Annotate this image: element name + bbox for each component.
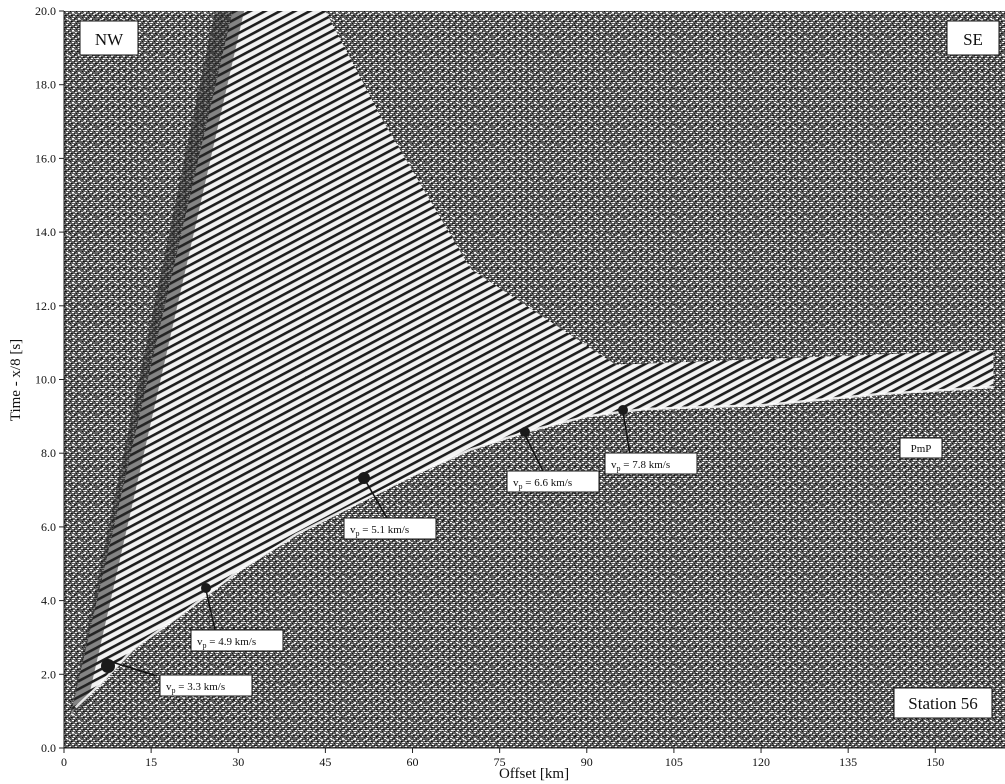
x-tick-label: 105	[665, 755, 683, 769]
annotation-vp-5-1: vp = 5.1 km/s	[343, 472, 437, 540]
se-label: SE	[963, 30, 983, 49]
y-tick-label: 14.0	[35, 225, 56, 239]
annotation-vp-4-9: vp = 4.9 km/s	[190, 583, 284, 652]
direct-wave-band	[69, 11, 245, 715]
nw-label-box: NW	[79, 20, 139, 56]
annotation-vp-6-6-text: vp = 6.6 km/s	[513, 477, 572, 491]
y-tick-label: 20.0	[35, 4, 56, 18]
y-tick-label: 18.0	[35, 78, 56, 92]
signal-fan	[69, 11, 994, 719]
y-tick-label: 4.0	[41, 594, 56, 608]
x-tick-label: 15	[145, 755, 157, 769]
y-tick-label: 10.0	[35, 373, 56, 387]
annotation-pmp: PmP	[899, 437, 943, 459]
station-label: Station 56	[908, 694, 977, 713]
x-tick-label: 135	[839, 755, 857, 769]
first-arrival-curve	[74, 385, 994, 709]
y-tick-label: 6.0	[41, 520, 56, 534]
x-axis-title: Offset [km]	[499, 766, 569, 782]
se-label-box: SE	[946, 20, 1000, 56]
x-tick-label: 45	[319, 755, 331, 769]
nw-label: NW	[95, 30, 124, 49]
y-tick-label: 12.0	[35, 299, 56, 313]
annotation-vp-7-8-text: vp = 7.8 km/s	[611, 459, 670, 473]
y-tick-label: 8.0	[41, 446, 56, 460]
x-tick-label: 60	[407, 755, 419, 769]
annotation-vp-7-8: vp = 7.8 km/s	[604, 405, 698, 475]
y-tick-label: 0.0	[41, 741, 56, 755]
y-axis-title: Time - x/8 [s]	[8, 339, 24, 421]
annotation-vp-3-3-text: vp = 3.3 km/s	[166, 681, 225, 695]
annotation-vp-5-1-text: vp = 5.1 km/s	[350, 524, 409, 538]
annotation-pmp-text: PmP	[911, 443, 932, 455]
x-tick-label: 0	[61, 755, 67, 769]
x-tick-label: 90	[581, 755, 593, 769]
x-tick-label: 75	[494, 755, 506, 769]
annotation-vp-6-6: vp = 6.6 km/s	[506, 427, 600, 493]
y-tick-label: 16.0	[35, 151, 56, 165]
x-axis-ticks: 0 15 30 45 60 75 90 105 120 135 150	[61, 748, 944, 769]
station-label-box: Station 56	[893, 687, 993, 719]
annotation-vp-4-9-text: vp = 4.9 km/s	[197, 636, 256, 650]
x-tick-label: 120	[752, 755, 770, 769]
velocity-annotations: vp = 3.3 km/s vp = 4.9 km/s vp = 5.1 km/…	[101, 405, 943, 697]
plot-area	[64, 11, 1005, 748]
y-tick-label: 2.0	[41, 667, 56, 681]
x-tick-label: 30	[232, 755, 244, 769]
annotation-vp-3-3: vp = 3.3 km/s	[101, 659, 253, 697]
x-tick-label: 150	[926, 755, 944, 769]
y-axis-ticks: 0.0 2.0 4.0 6.0 8.0 10.0 12.0 14.0 16.0 18.0 20.0	[35, 4, 64, 755]
